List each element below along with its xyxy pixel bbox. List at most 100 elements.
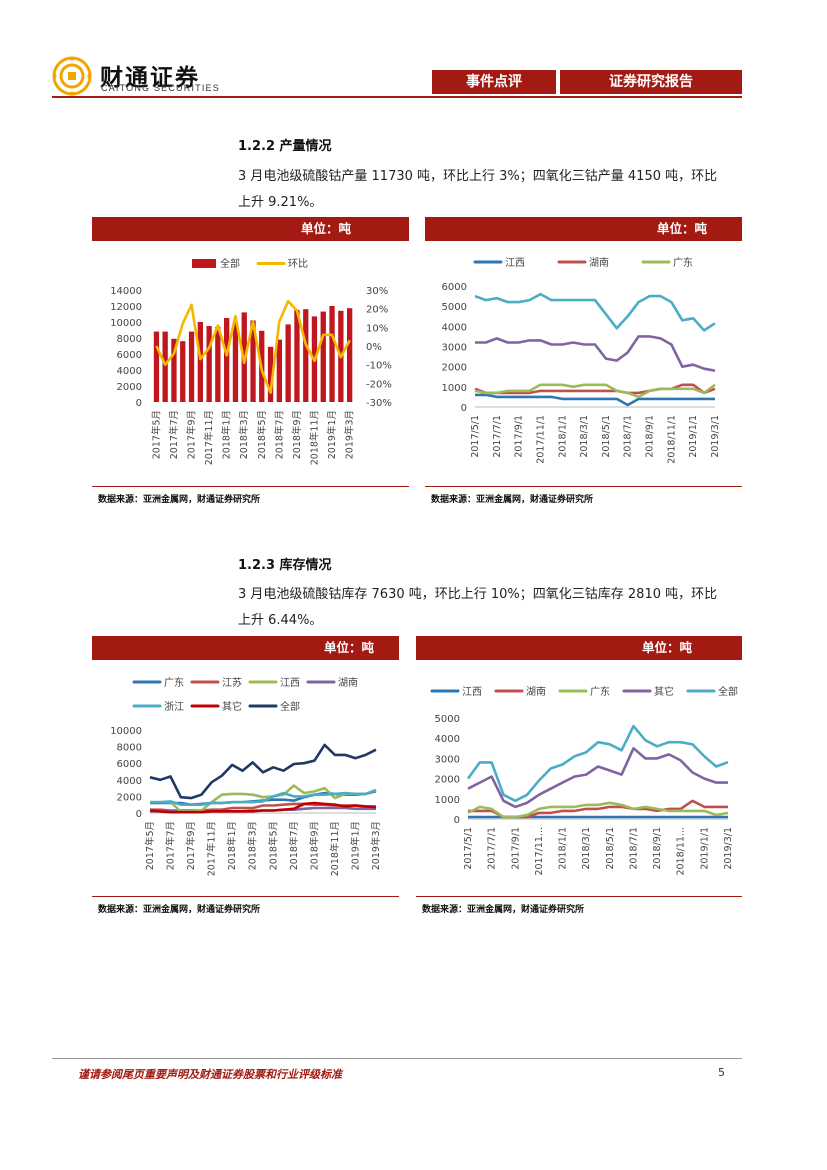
figure-bottom-rule [416,896,742,897]
x-tick-label: 2018/1/1 [557,415,568,458]
y-tick-label-left: 0 [136,398,142,409]
report-category-tag: 证券研究报告 [560,70,742,94]
x-tick-label: 2017年5月 [150,410,162,459]
legend-label: 江西 [280,677,300,689]
figure-title: 图 10：电池级硫酸钴产量 [110,245,258,260]
bar [303,309,309,402]
x-tick-label: 2018年1月 [226,821,238,870]
y-tick-label-right: -30% [366,398,392,409]
figure-source: 数据来源：亚洲金属网，财通证券研究所 [431,495,594,505]
figure-title-bar: 图 12：电池级硫酸钴库存量 单位：吨 [92,636,399,679]
bar [285,324,291,402]
legend-label: 江西 [505,257,525,269]
x-tick-label: 2017年7月 [165,821,177,870]
y-tick-label: 2000 [442,363,467,374]
bar [171,338,177,402]
bar [267,346,274,402]
bar [320,311,326,402]
x-tick-label: 2018年7月 [273,410,285,459]
y-tick-label-left: 2000 [117,382,142,393]
footer-disclaimer: 谨请参阅尾页重要声明及财通证券股票和行业评级标准 [78,1068,342,1081]
x-tick-label: 2017/11... [534,827,545,876]
figure-title-bar: 图 11：四氧化三钴产量 单位：吨 [425,217,742,260]
logo-chinese-name: 财通证券 [100,64,200,91]
x-tick-label: 2018/9/1 [645,415,656,458]
legend-label: 广东 [164,676,184,689]
y-tick-label: 5000 [435,714,460,725]
x-tick-label: 2019/3/1 [710,415,721,458]
legend-label: 湖南 [338,676,358,689]
paragraph-production-line1: 3 月电池级硫酸钴产量 11730 吨，环比上行 3%；四氧化三钴产量 4150… [238,169,718,184]
figure-unit: 单位：吨 [301,221,352,236]
bar [188,331,195,402]
legend-label: 江西 [462,686,482,698]
x-tick-label: 2018/11/1 [666,415,677,464]
y-tick-label: 0 [461,403,467,414]
x-tick-label: 2018年9月 [308,821,320,870]
legend-label: 全部 [280,700,300,713]
y-tick-label-right: 10% [366,323,388,334]
legend-label: 湖南 [526,685,546,698]
page-number: 5 [718,1066,725,1079]
y-tick-label: 8000 [117,743,142,754]
chart-fig10-svg: 0 2000 4000 6000 8000 10000 12000 14000 -30% -20%… [110,257,392,465]
x-tick-label: 2019年3月 [344,410,356,459]
x-tick-label: 2017年11月 [206,821,218,876]
x-tick-label: 2017/5/1 [463,827,474,870]
figure-title: 图 11：四氧化三钴产量 [443,245,578,260]
y-tick-label: 6000 [442,282,467,293]
x-tick-label: 2018/7/1 [623,415,634,458]
legend-label: 其它 [222,700,242,713]
figure-source: 数据来源：亚洲金属网，财通证券研究所 [98,905,261,915]
x-tick-label: 2017年9月 [186,410,198,459]
x-tick-label: 2017/5/1 [470,415,481,458]
bar [180,341,186,402]
section-title-inventory: 1.2.3 库存情况 [238,558,332,573]
y-tick-label: 6000 [117,759,142,770]
y-tick-label-left: 8000 [117,334,142,345]
y-tick-label-left: 14000 [110,286,142,297]
x-tick-label: 2018/5/1 [605,827,616,870]
x-tick-label: 2018年11月 [329,821,341,876]
y-tick-label-left: 12000 [110,302,142,313]
bar [232,322,239,402]
legend-label: 湖南 [589,256,609,269]
y-tick-label-left: 6000 [117,350,142,361]
bar [215,326,221,402]
figure-unit: 单位：吨 [324,640,375,655]
y-tick-label: 0 [454,815,460,826]
y-tick-label: 4000 [435,734,460,745]
y-tick-label: 5000 [442,302,467,313]
y-tick-label: 1000 [442,383,467,394]
bar [294,310,300,402]
header-divider [52,96,742,98]
x-tick-label: 2018/1/1 [558,827,569,870]
y-tick-label-right: 30% [366,286,388,297]
x-tick-label: 2019/1/1 [688,415,699,458]
x-tick-label: 2018/7/1 [628,827,639,870]
figure-title-bar: 图 10：电池级硫酸钴产量 单位：吨 [92,217,409,260]
figure-source: 数据来源：亚洲金属网，财通证券研究所 [98,495,261,505]
x-tick-label: 2017/7/1 [492,415,503,458]
legend-label: 环比 [288,258,308,270]
figure-title: 图 12：电池级硫酸钴库存量 [110,664,270,679]
x-tick-label: 2017年9月 [185,821,197,870]
x-tick-label: 2018年3月 [238,410,250,459]
x-tick-label: 2018/3/1 [581,827,592,870]
x-tick-label: 2019年1月 [349,821,361,870]
series-line-全部 [466,724,729,803]
caitong-logo-icon [52,56,92,96]
figure-source: 数据来源：亚洲金属网，财通证券研究所 [422,905,585,915]
bar [250,320,256,402]
bar [206,326,212,402]
series-line-环比 [155,299,351,394]
figure-title: 图 13：四氧化三钴库存 [434,664,569,679]
legend-label: 浙江 [164,701,184,713]
logo-english-name: CAITONG SECURITIES [101,83,220,93]
chart-fig12-svg: 0 2000 4000 6000 8000 10000 2017年5月 2017年7月 2017… [110,676,382,876]
y-tick-label: 4000 [442,322,467,333]
series-line-其它 [149,801,377,814]
x-tick-label: 2018年3月 [247,821,259,870]
series-line-江西 [475,393,715,407]
x-tick-label: 2018/3/1 [579,415,590,458]
